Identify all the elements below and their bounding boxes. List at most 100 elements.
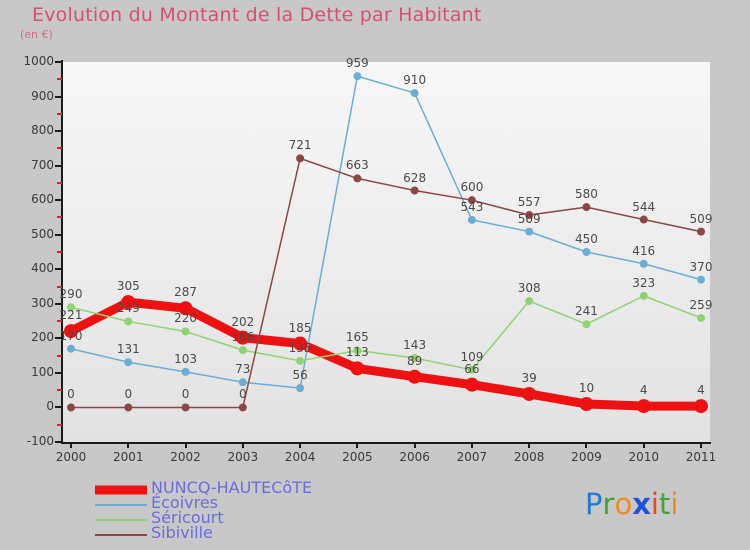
data-point-label: 113: [345, 345, 369, 360]
y-tick-minor: [57, 389, 62, 392]
x-axis-label: 2005: [342, 450, 373, 464]
plot-area: [62, 62, 710, 442]
x-tick: [184, 442, 187, 448]
data-point-label: 39: [521, 370, 537, 385]
legend-label: Séricourt: [151, 508, 224, 527]
x-axis-label: 2000: [55, 450, 87, 464]
x-tick: [356, 442, 359, 448]
data-point-label: 544: [632, 199, 656, 214]
y-tick-major: [55, 406, 62, 409]
data-point-label: 166: [231, 330, 255, 345]
x-axis-label: 2008: [513, 450, 545, 464]
data-point-label: 305: [116, 279, 140, 294]
x-tick: [299, 442, 302, 448]
y-axis-label: 400: [31, 261, 54, 276]
x-tick: [127, 442, 130, 448]
y-axis-label: 1000: [23, 54, 54, 68]
data-point-label: 73: [235, 362, 251, 377]
logo-letter: r: [602, 487, 615, 521]
x-tick: [470, 442, 473, 448]
data-point-label: 221: [59, 308, 83, 323]
x-axis-label: 2001: [112, 450, 144, 464]
y-axis-label: 800: [31, 123, 54, 138]
data-point-label: 509: [689, 211, 713, 226]
data-point-label: 0: [124, 387, 133, 402]
data-point-label: 103: [174, 351, 197, 366]
y-tick-minor: [57, 251, 62, 253]
data-point-label: 663: [345, 158, 369, 173]
data-point-label: 959: [345, 56, 369, 71]
x-tick: [642, 442, 645, 448]
x-axis-label: 2006: [399, 450, 430, 464]
y-tick-major: [55, 233, 62, 236]
y-tick-minor: [57, 78, 62, 81]
data-point-label: 0: [238, 387, 247, 402]
data-point-label: 910: [403, 73, 427, 88]
data-point-label: 370: [689, 259, 713, 274]
x-tick: [528, 442, 531, 448]
data-point-label: 89: [406, 353, 423, 368]
y-tick-minor: [57, 285, 62, 288]
data-point-label: 721: [288, 138, 312, 153]
logo-letter: o: [614, 487, 633, 521]
y-tick-major: [55, 130, 62, 133]
y-axis-label: 200: [31, 330, 54, 345]
data-point-label: 0: [181, 387, 190, 402]
data-point-label: 241: [575, 304, 598, 319]
data-point-label: 509: [517, 211, 541, 226]
x-axis-label: 2010: [628, 450, 659, 464]
data-point-label: 249: [116, 301, 140, 316]
data-point-label: 290: [59, 287, 83, 302]
y-tick-major: [55, 164, 62, 167]
y-axis-label: -100: [26, 434, 54, 448]
logo-letter: i: [670, 487, 679, 521]
y-tick-minor: [57, 181, 62, 184]
data-point-label: 416: [632, 243, 656, 258]
y-tick-major: [55, 95, 62, 98]
data-point-label: 323: [632, 275, 656, 290]
y-tick-minor: [57, 112, 62, 115]
x-axis: [61, 442, 711, 444]
data-point-label: 580: [575, 187, 598, 202]
y-axis-label: 100: [31, 364, 54, 379]
x-axis-label: 2002: [170, 450, 201, 464]
data-point-label: 135: [288, 340, 312, 355]
y-tick-major: [55, 371, 62, 374]
chart-units-label: (en €): [20, 28, 53, 41]
y-axis-label: 900: [31, 88, 54, 103]
x-axis-label: 2004: [284, 450, 316, 464]
data-point-label: 450: [575, 232, 598, 246]
y-axis-label: 300: [31, 295, 54, 310]
data-point-label: 557: [517, 195, 541, 210]
data-point-label: 185: [288, 320, 312, 335]
data-point-label: 220: [174, 311, 197, 326]
data-point-label: 628: [403, 170, 427, 185]
data-point-label: 4: [639, 383, 648, 398]
data-point-label: 165: [345, 330, 369, 345]
data-point-label: 600: [460, 180, 484, 195]
x-axis-label: 2003: [227, 450, 259, 464]
y-tick-minor: [57, 216, 62, 219]
legend-label: Écoivres: [151, 493, 219, 512]
legend-color-swatch: [95, 518, 147, 521]
data-point-label: 66: [464, 361, 480, 376]
y-axis: [61, 60, 63, 444]
proxiti-logo: Proxiti: [585, 487, 678, 521]
y-tick-major: [55, 441, 62, 443]
x-axis-label: 2011: [685, 450, 717, 464]
legend-color-swatch: [95, 503, 147, 506]
data-point-label: 170: [59, 328, 83, 343]
data-point-label: 0: [67, 387, 75, 402]
y-axis-label: 600: [31, 192, 54, 207]
data-point-label: 4: [697, 383, 705, 398]
data-point-label: 202: [231, 314, 255, 329]
legend-color-swatch: [95, 485, 147, 494]
data-point-label: 543: [460, 199, 484, 214]
logo-letter: t: [658, 487, 671, 521]
y-axis-label: 500: [31, 226, 54, 241]
data-point-label: 287: [174, 285, 197, 300]
y-tick-minor: [57, 320, 62, 323]
data-point-label: 308: [517, 281, 541, 296]
y-axis-label: 700: [31, 157, 54, 172]
